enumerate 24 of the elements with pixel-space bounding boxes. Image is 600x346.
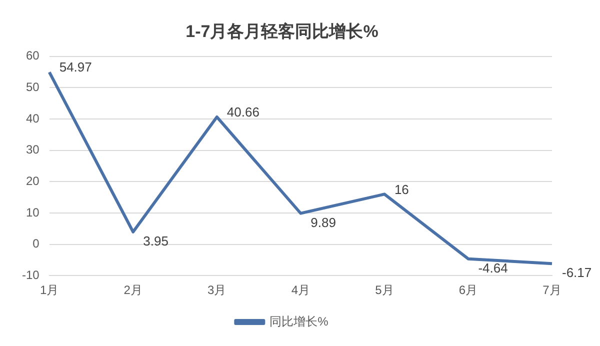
y-tick-label: 50 — [26, 80, 40, 94]
x-tick-label: 3月 — [208, 283, 226, 298]
y-tick-label: 10 — [26, 205, 40, 220]
x-tick-label: 7月 — [542, 283, 562, 298]
data-label: 16 — [394, 182, 409, 197]
y-tick-label: 30 — [26, 142, 40, 157]
chart-title: 1-7月各月轻客同比增长% — [186, 22, 378, 41]
data-label: 9.89 — [310, 214, 336, 230]
x-tick-label: 2月 — [124, 283, 142, 298]
data-label: -4.64 — [478, 260, 508, 276]
x-tick-label: 6月 — [458, 283, 478, 298]
x-tick-label: 5月 — [375, 283, 394, 298]
data-label: 40.66 — [226, 104, 260, 120]
x-tick-label: 1月 — [40, 283, 59, 298]
y-tick-label: 60 — [26, 48, 40, 63]
data-label: 54.97 — [59, 60, 92, 75]
x-tick-label: 4月 — [291, 283, 310, 298]
y-tick-label: 40 — [26, 111, 40, 126]
data-label: 3.95 — [143, 233, 168, 248]
data-label: -6.17 — [562, 265, 592, 280]
legend-label: 同比增长% — [270, 314, 329, 328]
y-tick-label: 20 — [26, 174, 40, 188]
y-tick-label: -10 — [22, 268, 40, 282]
y-tick-label: 0 — [32, 236, 40, 251]
